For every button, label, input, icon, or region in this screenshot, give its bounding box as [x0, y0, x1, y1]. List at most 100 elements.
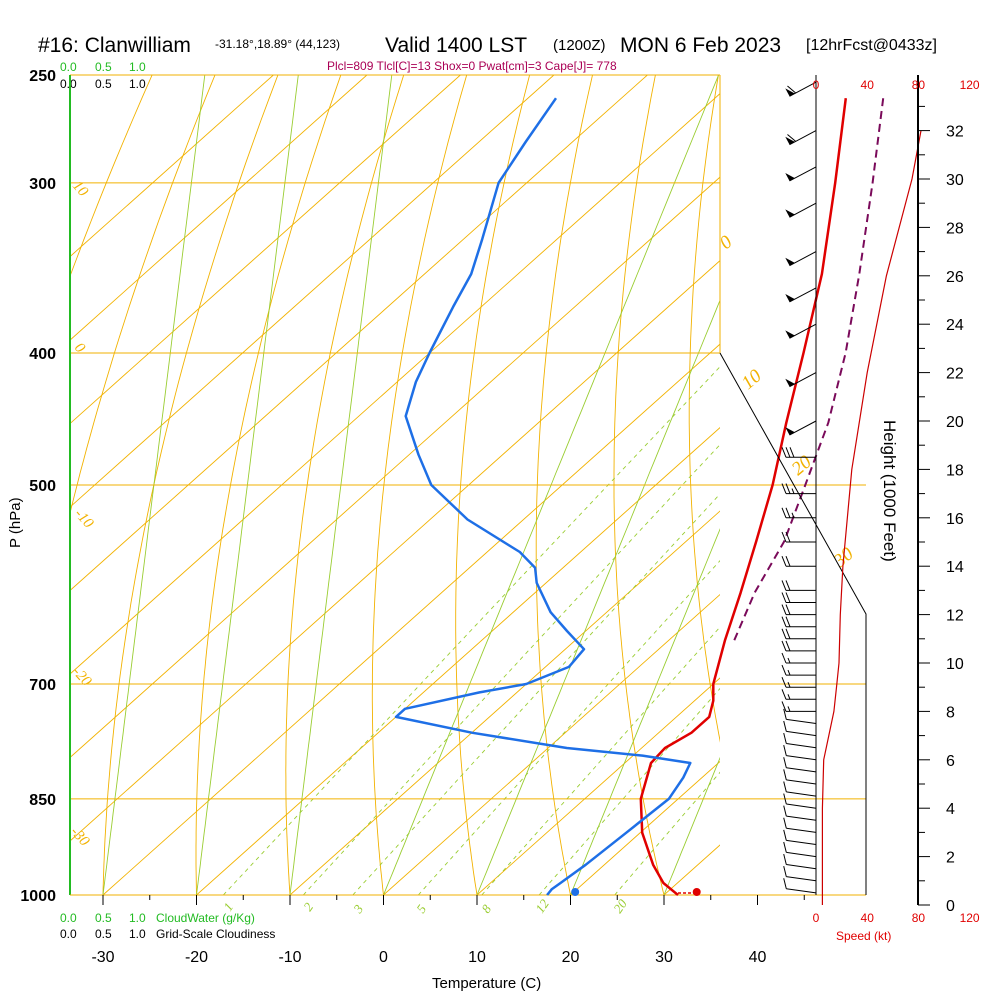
wind-barb-flag [781, 652, 787, 664]
wind-barb-shaft [786, 767, 817, 773]
wind-barb-half [787, 682, 791, 688]
wind-barb-shaft [786, 755, 817, 761]
wind-barb-flag [781, 701, 787, 712]
wind-barb [783, 793, 817, 809]
height-tick-label: 24 [946, 317, 964, 334]
wind-barb-shaft [789, 166, 817, 182]
height-tick-label: 8 [946, 704, 955, 721]
moist-adiabat-line [289, 75, 393, 895]
wind-barb-shaft [786, 888, 817, 894]
height-tick-label: 10 [946, 656, 964, 673]
mixing-ratio-label: 20 [610, 896, 630, 916]
wind-barb [785, 323, 817, 339]
wind-barb [783, 781, 817, 797]
wind-barb-shaft [789, 287, 817, 303]
wind-barb [781, 640, 816, 652]
wind-barb [781, 556, 816, 567]
cloudwater-label: CloudWater (g/Kg) [156, 911, 255, 925]
isotherm-line [70, 75, 274, 258]
mixing-ratio-label: 8 [478, 901, 494, 915]
wind-barb [785, 202, 817, 218]
wind-barb-pennant [785, 136, 795, 145]
wind-barb [781, 689, 816, 700]
wind-barb [783, 769, 817, 785]
wind-barb [783, 853, 817, 870]
cloudiness-tick: 0.5 [95, 927, 112, 941]
speed-tick-label-bottom: 0 [813, 911, 820, 925]
p-tick-label: 400 [29, 346, 56, 363]
speed-tick-label-bottom: 40 [861, 911, 875, 925]
height-tick-label: 0 [946, 898, 955, 915]
title-date: MON 6 Feb 2023 [620, 34, 781, 57]
cloudwater-tick: 0.5 [95, 60, 112, 74]
height-tick-label: 26 [946, 269, 964, 286]
wind-barb-flag [781, 689, 787, 700]
wind-barb [781, 604, 816, 616]
isotherm-labels: 100-10-20-30 [67, 178, 97, 850]
cloudwater-ticks-top: 0.0 0.5 1.0 0.0 0.5 1.0 [60, 60, 146, 91]
x-axis-label: Temperature (C) [432, 975, 541, 992]
wind-barb-flag [783, 878, 787, 889]
wind-barb-shaft [786, 827, 817, 833]
y-axis-label: P (hPa) [7, 497, 24, 548]
wind-barb-flag [787, 134, 797, 142]
speed-tick-label-top: 80 [912, 78, 926, 92]
wind-barb-flag [783, 781, 787, 793]
wind-barb [781, 507, 816, 519]
cloudiness-tick: 0.0 [60, 927, 77, 941]
speed-tick-label-bottom: 80 [912, 911, 926, 925]
wind-barb-flag [781, 677, 787, 688]
wind-barb [785, 372, 817, 388]
dry-adiabat-line [70, 75, 216, 516]
wind-barb [783, 732, 817, 749]
wind-barb-shaft [786, 730, 817, 737]
speed-tick-label-bottom: 120 [960, 911, 980, 925]
wind-barb-pennant [785, 173, 795, 181]
wind-barb-flag [785, 507, 791, 518]
x-tick-label: -30 [91, 949, 114, 966]
p-tick-label: 500 [29, 478, 56, 495]
wind-barb-flag [783, 805, 787, 817]
wind-barb-flag [781, 556, 787, 567]
dry-adiabat-line [285, 75, 405, 895]
wind-barb [781, 592, 816, 603]
wind-barb-flag [783, 769, 787, 780]
title-valid: Valid 1400 LST [385, 34, 527, 57]
dry-adiabat-line [535, 75, 593, 895]
wind-barb [781, 531, 816, 543]
wind-barb-flag [783, 866, 787, 877]
isotherm-line [70, 75, 368, 341]
wind-barb-flag [785, 483, 791, 494]
wind-barb [781, 652, 816, 664]
wind-barb-flag [783, 841, 787, 853]
x-tick-label: -20 [185, 949, 208, 966]
mixing-ratio-line [614, 771, 720, 895]
wind-barb-flag [785, 640, 791, 652]
cloudwater-tick: 0.0 [60, 911, 77, 925]
wind-barb [781, 664, 816, 676]
title-station: #16: Clanwilliam [38, 34, 191, 57]
wind-barb-shaft [789, 323, 817, 339]
dry-adiabat-line [102, 75, 279, 895]
wind-barb [783, 805, 817, 821]
wind-barb-half [787, 694, 791, 700]
wind-barb [781, 447, 816, 458]
wind-barb-pennant [785, 88, 795, 97]
wind-barb [783, 817, 817, 833]
dry-adiabat-line [195, 75, 342, 895]
height-tick-label: 4 [946, 801, 955, 818]
mixing-ratio-labels: 1 2 3 5 8 12 20 [220, 896, 630, 916]
wind-barb [781, 580, 816, 591]
wind-barb-pennant [785, 209, 795, 218]
x-tick-label: -10 [278, 949, 301, 966]
wind-barb-half [787, 657, 791, 664]
wind-panel [719, 75, 922, 905]
wind-barb [783, 841, 817, 858]
height-tick-label: 30 [946, 172, 964, 189]
mixing-ratio-line [538, 687, 720, 895]
isotherm-label: 10 [69, 178, 91, 200]
surface-dewpoint-point [571, 888, 580, 896]
wind-barb-shaft [786, 815, 817, 821]
wind-barb-flag [785, 531, 791, 543]
